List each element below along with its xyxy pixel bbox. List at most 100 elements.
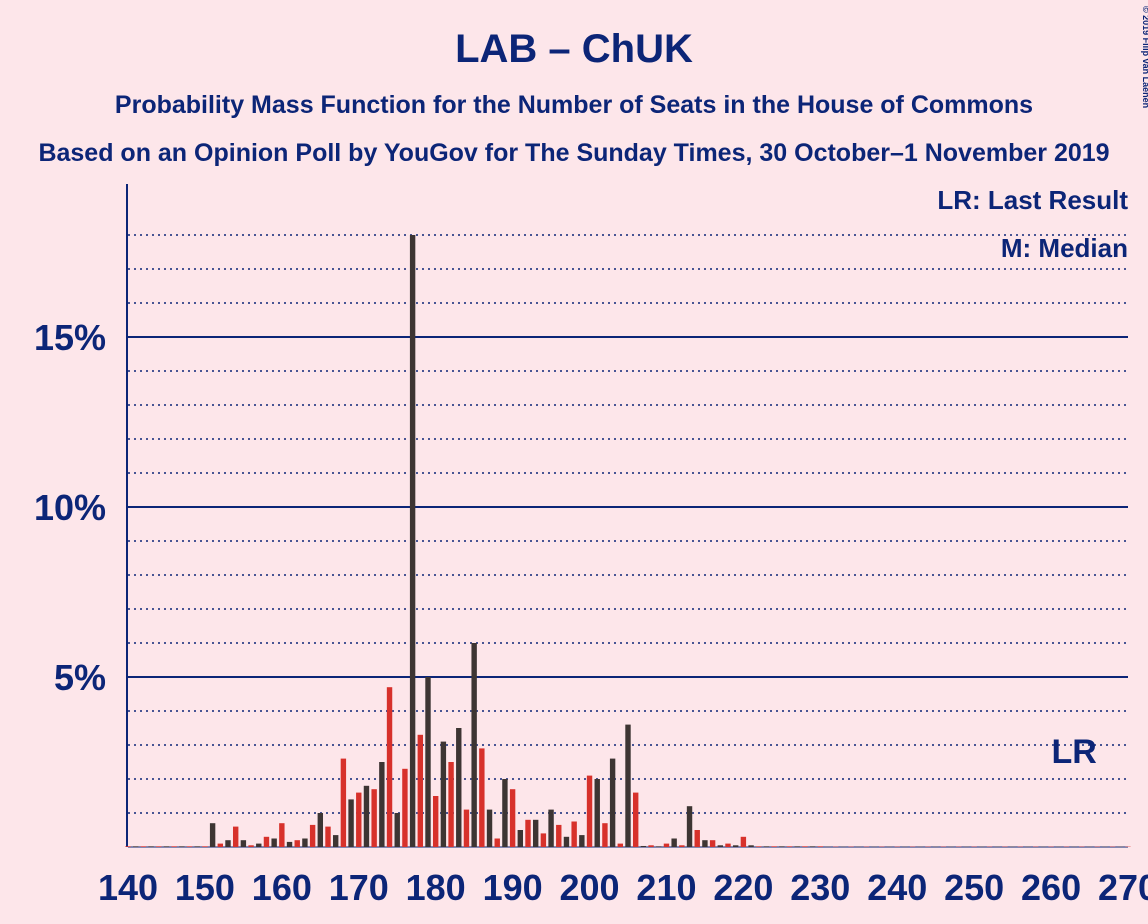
bar bbox=[432, 796, 439, 847]
bar bbox=[163, 846, 170, 847]
x-tick-label: 140 bbox=[98, 867, 158, 908]
bar bbox=[648, 845, 654, 847]
x-tick-label: 240 bbox=[867, 867, 927, 908]
bar bbox=[609, 758, 616, 847]
x-tick-label: 230 bbox=[790, 867, 850, 908]
bar bbox=[663, 843, 670, 847]
bar bbox=[656, 846, 662, 847]
copyright: © 2019 Filip van Laenen bbox=[1141, 6, 1148, 108]
bar bbox=[425, 677, 431, 847]
bar bbox=[225, 840, 231, 847]
x-tick-label: 180 bbox=[406, 867, 466, 908]
bar bbox=[348, 799, 354, 847]
bar bbox=[402, 768, 408, 847]
bar bbox=[309, 824, 316, 847]
x-tick-label: 170 bbox=[329, 867, 389, 908]
bar bbox=[702, 840, 708, 847]
chart-subtitle: Probability Mass Function for the Number… bbox=[115, 91, 1033, 119]
bar bbox=[156, 846, 162, 847]
bar bbox=[379, 762, 385, 847]
bar bbox=[517, 830, 524, 847]
bar bbox=[709, 840, 716, 847]
bar bbox=[448, 762, 454, 847]
bar bbox=[256, 843, 262, 847]
bar bbox=[809, 846, 816, 847]
bar bbox=[125, 846, 131, 847]
y-tick-label: 5% bbox=[54, 657, 106, 698]
bar bbox=[232, 826, 239, 847]
legend-entry: LR: Last Result bbox=[937, 185, 1128, 215]
bar bbox=[779, 846, 785, 847]
bar bbox=[479, 748, 485, 847]
bar bbox=[817, 846, 824, 847]
bar bbox=[756, 846, 762, 847]
bar bbox=[209, 823, 216, 847]
bar bbox=[263, 836, 270, 847]
bar bbox=[194, 846, 200, 847]
x-tick-label: 190 bbox=[483, 867, 543, 908]
bar bbox=[594, 779, 600, 847]
bar bbox=[286, 841, 293, 847]
x-tick-label: 260 bbox=[1021, 867, 1081, 908]
bar bbox=[409, 235, 416, 847]
bar bbox=[502, 779, 508, 847]
bar bbox=[240, 840, 247, 847]
bar bbox=[294, 840, 300, 847]
bar bbox=[332, 835, 339, 847]
bar bbox=[171, 846, 177, 847]
x-tick-label: 210 bbox=[636, 867, 696, 908]
bar bbox=[340, 758, 347, 847]
x-tick-label: 220 bbox=[713, 867, 773, 908]
bar bbox=[148, 846, 154, 847]
bar bbox=[363, 785, 370, 847]
annotation: LR bbox=[1051, 733, 1096, 771]
bar bbox=[471, 643, 477, 847]
bar bbox=[586, 775, 593, 847]
bar bbox=[325, 826, 331, 847]
bar bbox=[279, 823, 285, 847]
bar bbox=[440, 741, 447, 847]
bar bbox=[563, 836, 570, 847]
bar bbox=[579, 835, 585, 847]
bar bbox=[140, 846, 147, 847]
bar bbox=[748, 845, 754, 847]
bar bbox=[532, 819, 539, 847]
bar bbox=[356, 792, 362, 847]
bar bbox=[717, 845, 724, 847]
x-tick-label: 200 bbox=[559, 867, 619, 908]
bar bbox=[771, 846, 777, 847]
bar bbox=[186, 846, 193, 847]
bar bbox=[602, 823, 608, 847]
bar bbox=[202, 846, 208, 847]
bar bbox=[248, 845, 254, 847]
bar bbox=[540, 833, 547, 847]
x-tick-label: 270 bbox=[1098, 867, 1148, 908]
bar bbox=[763, 846, 770, 847]
bar bbox=[494, 838, 500, 847]
bar bbox=[802, 846, 808, 847]
bar bbox=[786, 846, 793, 847]
y-tick-label: 15% bbox=[34, 317, 106, 358]
bar bbox=[456, 728, 462, 847]
legend-entry: M: Median bbox=[1001, 233, 1128, 263]
bar bbox=[417, 734, 424, 847]
bar bbox=[686, 806, 693, 847]
bar bbox=[394, 813, 400, 847]
bar bbox=[671, 838, 677, 847]
bar bbox=[679, 845, 685, 847]
bar bbox=[317, 813, 324, 847]
bar bbox=[463, 809, 470, 847]
bar bbox=[625, 724, 631, 847]
bar bbox=[486, 809, 493, 847]
bar bbox=[271, 838, 277, 847]
bar bbox=[525, 819, 531, 847]
x-tick-label: 250 bbox=[944, 867, 1004, 908]
bar bbox=[386, 687, 393, 847]
bar bbox=[217, 843, 224, 847]
bar bbox=[640, 845, 647, 847]
bar bbox=[371, 789, 377, 847]
chart-title: LAB – ChUK bbox=[455, 27, 693, 71]
bar bbox=[571, 821, 577, 847]
